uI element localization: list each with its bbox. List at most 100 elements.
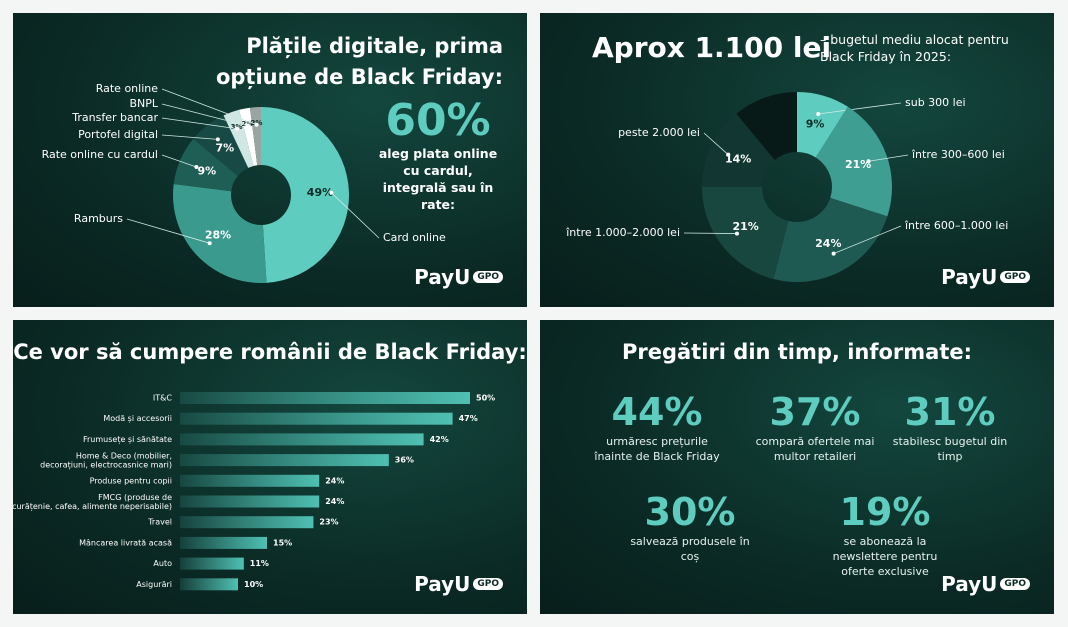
leader-line <box>161 134 218 140</box>
bar-value-label: 10% <box>244 580 263 589</box>
category-label: Portofel digital <box>78 128 158 141</box>
logo: PayU GPO <box>941 265 1030 289</box>
donut-slice <box>193 115 249 176</box>
bar-value-label: 23% <box>319 518 338 527</box>
logo-brand: PayU <box>941 265 998 289</box>
category-label: Modă și accesorii <box>103 414 172 424</box>
logo: PayU GPO <box>414 265 503 289</box>
donut-slice <box>797 92 848 158</box>
bar <box>180 433 424 446</box>
value-label: 28% <box>205 228 231 241</box>
category-label: Card online <box>383 231 446 244</box>
leader-line <box>161 88 257 126</box>
category-label: Rate online cu cardul <box>42 148 158 161</box>
leader-dot <box>207 241 212 246</box>
panel-title: Plățile digitale, prima opțiune de Black… <box>215 34 503 89</box>
leader-dot <box>215 137 220 142</box>
stat-value: 44% <box>611 390 703 434</box>
bar-value-label: 50% <box>476 394 495 403</box>
leader-dot <box>194 165 199 170</box>
donut-slice <box>173 183 267 283</box>
leader-line <box>161 103 248 127</box>
value-label: 21% <box>732 220 758 233</box>
stat-item: 30% salvează produsele în coș <box>605 490 775 564</box>
panel-subtitle: – bugetul mediu alocat pentru Black Frid… <box>820 32 1009 64</box>
leader-line <box>833 225 902 254</box>
logo: PayU GPO <box>414 572 503 596</box>
leader-line <box>161 154 197 168</box>
stat-text: urmăresc prețurile înainte de Black Frid… <box>594 435 720 463</box>
leader-dot <box>329 190 334 195</box>
leader-dot <box>866 159 871 164</box>
budget-panel: 9% sub 300 lei 21% între 300–600 lei 24% într… <box>540 13 1054 307</box>
donut-slice <box>702 187 789 280</box>
logo-tag: GPO <box>1000 271 1030 283</box>
value-label: 7% <box>215 141 234 154</box>
stat-text: se abonează la newslettere pentru oferte… <box>832 535 938 578</box>
stat-item: 19% se abonează la newslettere pentru ofe… <box>800 490 970 579</box>
logo-brand: PayU <box>414 572 471 596</box>
value-label: 49% <box>307 186 333 199</box>
purchase-bars: 50% IT&C 47% Modă și accesorii 42% Frumusețe … <box>13 392 495 591</box>
value-label: 9% <box>806 118 825 131</box>
leader-line <box>683 232 737 234</box>
bar <box>180 557 244 570</box>
bar-value-label: 47% <box>459 414 478 423</box>
leader-dot <box>245 123 250 128</box>
logo-tag: GPO <box>1000 578 1030 590</box>
stat-value: 37% <box>769 390 861 434</box>
donut-slice <box>249 107 261 166</box>
leader-line <box>126 218 210 244</box>
donut-slice <box>736 92 797 161</box>
stat-text: compară ofertele mai multor retaileri <box>755 435 875 463</box>
stat-text: salvează produsele în coș <box>630 535 750 563</box>
bar <box>180 536 267 549</box>
stat-value: 30% <box>644 490 736 534</box>
bar <box>180 412 453 425</box>
leader-line <box>703 132 729 155</box>
budget-donut: 9% sub 300 lei 21% între 300–600 lei 24% într… <box>565 92 1008 282</box>
leader-dot <box>734 231 739 236</box>
donut-slice <box>773 197 888 282</box>
logo-brand: PayU <box>414 265 471 289</box>
category-label: Transfer bancar <box>71 111 158 124</box>
stat-value: 31% <box>904 390 996 434</box>
category-label: Produse pentru copii <box>90 476 172 485</box>
leader-dot <box>816 112 821 117</box>
donut-slice <box>702 113 775 187</box>
category-label: BNPL <box>129 97 158 110</box>
logo: PayU GPO <box>941 572 1030 596</box>
highlight-text: aleg plata online cu cardul, integrală s… <box>378 146 498 212</box>
leader-dot <box>254 122 259 127</box>
logo-brand: PayU <box>941 572 998 596</box>
leader-dot <box>831 251 836 256</box>
category-label: Frumusețe și sănătate <box>83 435 172 445</box>
bar <box>180 495 320 508</box>
bar-value-label: 42% <box>430 435 449 444</box>
bar-value-label: 15% <box>273 538 292 547</box>
stat-value: 19% <box>839 490 931 534</box>
category-label: sub 300 lei <box>905 96 966 109</box>
leader-dot <box>235 126 240 131</box>
leader-line <box>868 154 909 162</box>
purchase-panel: 50% IT&C 47% Modă și accesorii 42% Frumusețe … <box>13 320 527 614</box>
leader-dot <box>726 152 731 157</box>
donut-slice <box>815 106 892 217</box>
bar-value-label: 36% <box>395 456 414 465</box>
value-label: 14% <box>725 152 751 165</box>
category-label: Travel <box>147 518 172 527</box>
bar-value-label: 11% <box>250 559 269 568</box>
bar <box>180 392 470 404</box>
category-label: Asigurări <box>136 580 172 589</box>
category-label: IT&C <box>153 394 172 403</box>
panel-title: Aprox 1.100 lei <box>592 31 832 64</box>
leader-line <box>161 117 238 130</box>
category-label: între 600–1.000 lei <box>904 219 1008 232</box>
bar-value-label: 24% <box>325 476 344 485</box>
bar <box>180 474 320 487</box>
category-label: Mâncarea livrată acasă <box>79 538 172 547</box>
value-label: 21% <box>845 158 871 171</box>
panel-title: Pregătiri din timp, informate: <box>621 340 973 364</box>
donut-slice <box>239 107 258 166</box>
category-label: Rate online <box>96 82 159 95</box>
